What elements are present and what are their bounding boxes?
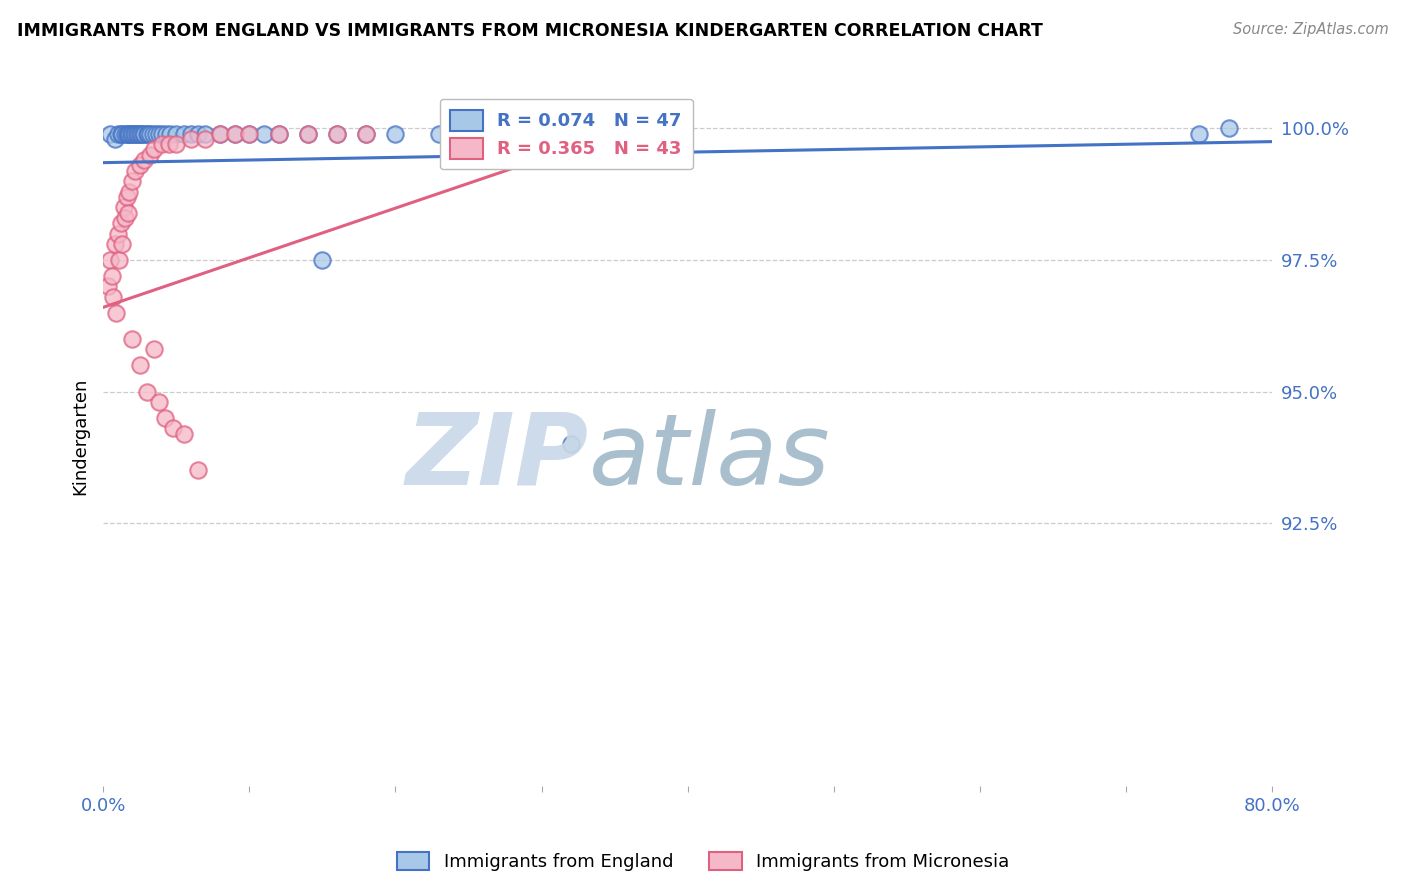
Point: [150, 137, 173, 152]
Point: [101, 268, 124, 283]
Point: [180, 132, 202, 146]
Point: [107, 127, 129, 141]
Point: [107, 227, 129, 241]
Point: [354, 127, 377, 141]
Point: [165, 137, 187, 152]
Point: [224, 127, 246, 141]
Text: Source: ZipAtlas.com: Source: ZipAtlas.com: [1233, 22, 1389, 37]
Point: [238, 127, 260, 141]
Point: [112, 200, 135, 214]
Point: [145, 127, 167, 141]
Point: [131, 127, 153, 141]
Point: [326, 127, 349, 141]
Point: [121, 127, 143, 141]
Point: [118, 127, 141, 141]
Point: [111, 127, 134, 141]
Point: [209, 127, 232, 141]
Point: [267, 127, 290, 141]
Point: [326, 127, 349, 141]
Point: [124, 127, 146, 141]
Point: [143, 343, 166, 357]
Point: [139, 127, 162, 141]
Point: [139, 147, 162, 161]
Point: [173, 426, 195, 441]
Point: [187, 127, 209, 141]
Point: [148, 127, 170, 141]
Point: [117, 127, 139, 141]
Point: [238, 127, 260, 141]
Point: [1218, 121, 1240, 136]
Point: [111, 237, 134, 252]
Point: [104, 132, 127, 146]
Point: [136, 127, 159, 141]
Point: [297, 127, 319, 141]
Point: [132, 127, 155, 141]
Point: [224, 127, 246, 141]
Point: [253, 127, 276, 141]
Point: [153, 410, 176, 425]
Point: [603, 127, 626, 141]
Point: [162, 421, 184, 435]
Point: [187, 463, 209, 477]
Point: [1188, 127, 1211, 141]
Point: [157, 137, 180, 152]
Point: [311, 252, 333, 267]
Point: [96, 279, 118, 293]
Point: [128, 158, 150, 172]
Point: [297, 127, 319, 141]
Point: [267, 127, 290, 141]
Point: [115, 127, 138, 141]
Point: [117, 205, 139, 219]
Point: [173, 127, 195, 141]
Point: [427, 127, 450, 141]
Point: [180, 127, 202, 141]
Point: [165, 127, 187, 141]
Point: [138, 127, 160, 141]
Point: [384, 127, 406, 141]
Point: [194, 127, 217, 141]
Point: [354, 127, 377, 141]
Point: [560, 437, 582, 451]
Text: IMMIGRANTS FROM ENGLAND VS IMMIGRANTS FROM MICRONESIA KINDERGARTEN CORRELATION C: IMMIGRANTS FROM ENGLAND VS IMMIGRANTS FR…: [17, 22, 1043, 40]
Point: [110, 216, 132, 230]
Point: [114, 211, 136, 225]
Point: [148, 395, 170, 409]
Point: [129, 127, 152, 141]
Point: [132, 153, 155, 167]
Point: [100, 252, 122, 267]
Point: [136, 384, 159, 399]
Point: [105, 305, 128, 319]
Legend: R = 0.074   N = 47, R = 0.365   N = 43: R = 0.074 N = 47, R = 0.365 N = 43: [440, 99, 693, 169]
Point: [110, 127, 132, 141]
Point: [194, 132, 217, 146]
Point: [115, 190, 138, 204]
Legend: Immigrants from England, Immigrants from Micronesia: Immigrants from England, Immigrants from…: [389, 845, 1017, 879]
Point: [159, 127, 181, 141]
Point: [128, 127, 150, 141]
Point: [122, 127, 145, 141]
Text: ZIP: ZIP: [405, 409, 589, 506]
Point: [100, 127, 122, 141]
Point: [124, 163, 146, 178]
Point: [125, 127, 148, 141]
Point: [114, 127, 136, 141]
Point: [121, 332, 143, 346]
Point: [127, 127, 149, 141]
Point: [128, 358, 150, 372]
Point: [121, 174, 143, 188]
Point: [120, 127, 142, 141]
Point: [143, 143, 166, 157]
Text: atlas: atlas: [589, 409, 830, 506]
Point: [209, 127, 232, 141]
Point: [104, 237, 127, 252]
Point: [108, 252, 131, 267]
Y-axis label: Kindergarten: Kindergarten: [72, 377, 89, 495]
Point: [103, 290, 125, 304]
Point: [150, 127, 173, 141]
Point: [155, 127, 177, 141]
Point: [118, 185, 141, 199]
Point: [142, 127, 165, 141]
